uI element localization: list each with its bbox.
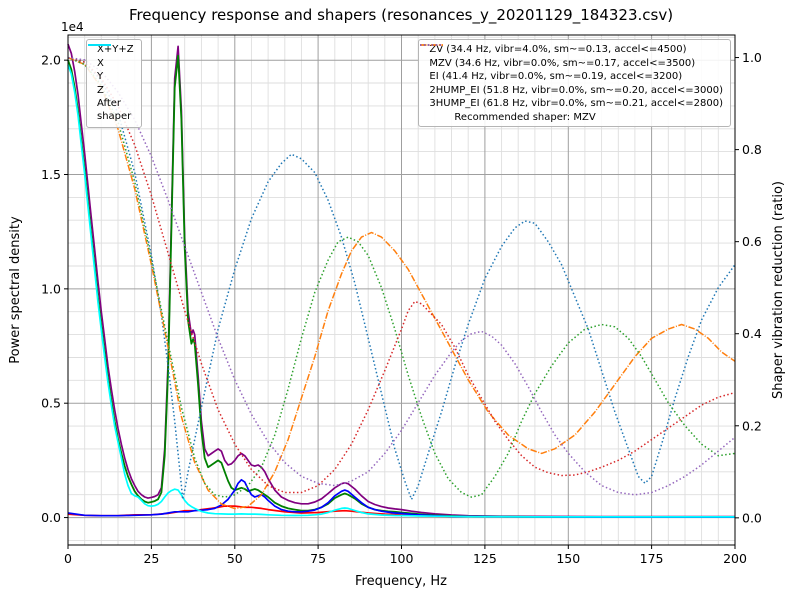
y-axis-offset-label: 1e4 (61, 20, 84, 34)
legend-label: 3HUMP_EI (61.8 Hz, vibr=0.0%, sm~=0.21, … (429, 98, 723, 109)
legend-label: MZV (34.6 Hz, vibr=0.0%, sm~=0.17, accel… (429, 57, 696, 69)
series-psd-z (67, 478, 735, 518)
legend-item: MZV (34.6 Hz, vibr=0.0%, sm~=0.17, accel… (420, 44, 723, 71)
series-shaper-2hump-ei (67, 56, 736, 494)
y-left-tick-label: 0.0 (41, 510, 61, 525)
x-tick-label: 200 (723, 551, 747, 566)
legend-item: Z (88, 44, 134, 98)
y-left-tick-label: 0.5 (41, 396, 61, 411)
legend-label: X (97, 57, 104, 69)
y-left-axis-label: Power spectral density (8, 216, 23, 364)
psd-legend: X+Y+Z X Y Z After shaper (86, 39, 142, 128)
legend-item: X (88, 44, 134, 71)
y-right-tick-label: 0.4 (742, 326, 762, 341)
series-shaper-zv (67, 56, 736, 501)
legend-label: EI (41.4 Hz, vibr=0.0%, sm~=0.19, accel<… (429, 71, 683, 82)
x-tick-label: 0 (64, 551, 72, 566)
x-tick-label: 100 (390, 551, 414, 566)
legend-label: 2HUMP_EI (51.8 Hz, vibr=0.0%, sm~=0.20, … (429, 84, 723, 96)
legend-label: Z (97, 84, 104, 96)
chart-title: Frequency response and shapers (resonanc… (129, 6, 673, 25)
legend-note: Recommended shaper: MZV (454, 111, 596, 123)
tick-labels: 0 25 50 75 100 125 150 175 200 0.0 0.5 1.0 1.5 2.0 0.0… (41, 50, 762, 566)
y-right-tick-label: 0.8 (742, 142, 762, 157)
x-tick-label: 125 (473, 551, 497, 566)
x-axis-label: Frequency, Hz (355, 574, 447, 589)
legend-label: ZV (34.4 Hz, vibr=4.0%, sm~=0.13, accel<… (429, 44, 687, 55)
y-right-tick-label: 0.2 (742, 418, 762, 433)
legend-label: X+Y+Z (97, 44, 134, 55)
x-tick-label: 75 (310, 551, 326, 566)
legend-item: 2HUMP_EI (51.8 Hz, vibr=0.0%, sm~=0.20, … (420, 44, 723, 98)
y-right-axis-label: Shaper vibration reduction (ratio) (771, 181, 786, 399)
legend-label: After shaper (97, 98, 132, 122)
legend-item: ZV (34.4 Hz, vibr=4.0%, sm~=0.13, accel<… (420, 44, 723, 57)
y-left-tick-label: 2.0 (41, 53, 61, 68)
shaper-legend: ZV (34.4 Hz, vibr=4.0%, sm~=0.13, accel<… (418, 39, 731, 127)
series-lines (67, 43, 736, 518)
legend-label: Y (97, 71, 104, 82)
series-shaper-mzv (67, 56, 736, 510)
y-right-tick-label: 0.0 (742, 510, 762, 525)
legend-item: EI (41.4 Hz, vibr=0.0%, sm~=0.19, accel<… (420, 44, 723, 84)
x-tick-label: 175 (640, 551, 664, 566)
y-left-tick-label: 1.5 (41, 167, 61, 182)
y-right-tick-label: 1.0 (742, 50, 762, 65)
legend-item: Y (88, 44, 134, 84)
series-shaper-ei (67, 56, 736, 498)
series-psd-xyz (67, 43, 735, 518)
x-tick-label: 50 (227, 551, 243, 566)
x-tick-label: 150 (556, 551, 580, 566)
x-tick-label: 25 (143, 551, 159, 566)
legend-item: 3HUMP_EI (61.8 Hz, vibr=0.0%, sm~=0.21, … (420, 44, 723, 111)
y-left-tick-label: 1.0 (41, 281, 61, 296)
grid-minor (68, 35, 735, 545)
legend-item: After shaper (88, 44, 134, 123)
series-psd-after-shaper (67, 64, 735, 518)
y-right-tick-label: 0.6 (742, 234, 762, 249)
